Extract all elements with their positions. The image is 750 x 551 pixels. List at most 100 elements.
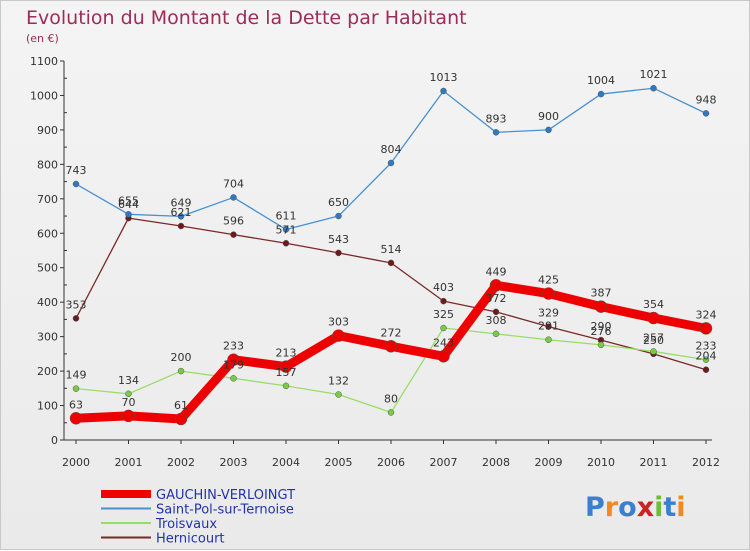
data-point-saint-pol-sur-ternoise: [335, 212, 342, 220]
data-label-hernicourt: 250: [643, 334, 664, 347]
y-tick-label: 900: [37, 124, 58, 137]
data-point-hernicourt: [387, 259, 395, 267]
logo-letter: x: [637, 492, 654, 523]
x-tick-label: 2012: [692, 456, 720, 469]
data-label-gauchin-verloingt: 243: [433, 336, 454, 349]
data-point-hernicourt: [545, 323, 552, 330]
data-label-troisvaux: 233: [696, 340, 717, 353]
data-point-hernicourt: [440, 297, 447, 305]
data-label-gauchin-verloingt: 387: [591, 287, 612, 300]
data-point-saint-pol-sur-ternoise: [702, 110, 710, 117]
x-tick-label: 2002: [167, 456, 195, 469]
data-label-troisvaux: 134: [118, 374, 139, 387]
data-point-saint-pol-sur-ternoise: [230, 194, 237, 201]
x-tick-label: 2011: [640, 456, 668, 469]
data-label-gauchin-verloingt: 63: [69, 398, 83, 411]
data-label-troisvaux: 80: [384, 392, 398, 405]
x-tick-label: 2003: [220, 456, 248, 469]
data-label-hernicourt: 644: [118, 198, 139, 211]
data-point-hernicourt: [335, 249, 342, 257]
data-point-troisvaux: [72, 385, 80, 392]
data-point-saint-pol-sur-ternoise: [440, 87, 447, 95]
data-label-gauchin-verloingt: 324: [696, 308, 717, 321]
data-point-gauchin-verloingt: [174, 412, 188, 426]
data-point-saint-pol-sur-ternoise: [545, 126, 552, 134]
data-label-saint-pol-sur-ternoise: 1013: [430, 71, 458, 84]
data-label-gauchin-verloingt: 233: [223, 340, 244, 353]
data-label-saint-pol-sur-ternoise: 649: [171, 196, 192, 209]
data-point-troisvaux: [597, 341, 605, 349]
data-label-gauchin-verloingt: 425: [538, 274, 559, 287]
data-point-saint-pol-sur-ternoise: [177, 213, 185, 220]
data-label-saint-pol-sur-ternoise: 743: [66, 164, 87, 177]
y-tick-label: 500: [37, 262, 58, 275]
x-tick-label: 2000: [62, 456, 90, 469]
data-point-troisvaux: [230, 375, 237, 382]
data-point-troisvaux: [440, 324, 447, 332]
data-point-gauchin-verloingt: [384, 340, 398, 353]
chart-subtitle: (en €): [26, 32, 59, 45]
data-label-saint-pol-sur-ternoise: 900: [538, 110, 559, 123]
x-tick-label: 2007: [430, 456, 458, 469]
x-tick-label: 2006: [377, 456, 405, 469]
data-label-troisvaux: 257: [643, 331, 664, 344]
data-label-hernicourt: 204: [696, 350, 717, 363]
data-point-troisvaux: [177, 367, 185, 375]
data-point-saint-pol-sur-ternoise: [597, 90, 605, 98]
data-point-gauchin-verloingt: [227, 353, 240, 366]
data-label-hernicourt: 621: [171, 206, 192, 219]
data-label-saint-pol-sur-ternoise: 1004: [587, 74, 615, 87]
data-point-gauchin-verloingt: [279, 360, 293, 373]
data-point-gauchin-verloingt: [332, 329, 345, 342]
data-label-gauchin-verloingt: 303: [328, 316, 349, 329]
data-label-hernicourt: 403: [433, 281, 454, 294]
data-label-gauchin-verloingt: 354: [643, 298, 664, 311]
logo-text: Proxiti: [585, 492, 686, 523]
data-label-troisvaux: 149: [66, 369, 87, 382]
data-point-troisvaux: [702, 356, 710, 363]
data-point-troisvaux: [125, 390, 132, 398]
data-point-troisvaux: [650, 348, 657, 355]
data-point-saint-pol-sur-ternoise: [125, 211, 132, 218]
x-tick-label: 2010: [587, 456, 615, 469]
y-tick-label: 400: [37, 296, 58, 309]
y-tick-label: 600: [37, 227, 58, 240]
data-labels: 353 644 621 596 571 543 514 403 372 329 290 250 204 1…: [66, 68, 717, 412]
x-tick-label: 2009: [535, 456, 563, 469]
data-label-saint-pol-sur-ternoise: 611: [276, 209, 297, 222]
data-point-gauchin-verloingt: [122, 409, 135, 423]
data-label-troisvaux: 291: [538, 320, 559, 333]
logo-letter: o: [618, 492, 637, 523]
data-point-hernicourt: [72, 315, 80, 322]
data-label-gauchin-verloingt: 61: [174, 399, 188, 412]
series-layer: [69, 84, 713, 426]
data-label-saint-pol-sur-ternoise: 650: [328, 196, 349, 209]
data-point-gauchin-verloingt: [699, 322, 713, 335]
data-point-gauchin-verloingt: [542, 287, 555, 300]
data-label-gauchin-verloingt: 449: [486, 265, 507, 278]
data-point-troisvaux: [387, 409, 395, 416]
data-label-hernicourt: 571: [276, 223, 297, 236]
x-tick-label: 2004: [272, 456, 300, 469]
y-tick-label: 800: [37, 158, 58, 171]
data-point-gauchin-verloingt: [489, 279, 503, 292]
data-label-saint-pol-sur-ternoise: 1021: [640, 68, 668, 81]
data-label-troisvaux: 276: [591, 325, 612, 338]
data-point-gauchin-verloingt: [69, 412, 83, 425]
y-tick-label: 700: [37, 193, 58, 206]
data-label-hernicourt: 329: [538, 307, 559, 320]
data-label-hernicourt: 372: [486, 292, 507, 305]
legend-label: Saint-Pol-sur-Ternoise: [156, 503, 294, 518]
data-label-troisvaux: 308: [486, 314, 507, 327]
data-point-saint-pol-sur-ternoise: [650, 84, 657, 92]
data-label-troisvaux: 132: [328, 375, 349, 388]
data-label-gauchin-verloingt: 272: [381, 326, 402, 339]
legend-label: Troisvaux: [155, 517, 217, 532]
legend: GAUCHIN-VERLOINGTSaint-Pol-sur-TernoiseT…: [101, 488, 295, 547]
data-label-saint-pol-sur-ternoise: 893: [486, 112, 507, 125]
data-point-troisvaux: [335, 391, 342, 398]
data-point-saint-pol-sur-ternoise: [72, 180, 80, 188]
y-tick-label: 200: [37, 365, 58, 378]
data-label-gauchin-verloingt: 70: [122, 396, 136, 409]
